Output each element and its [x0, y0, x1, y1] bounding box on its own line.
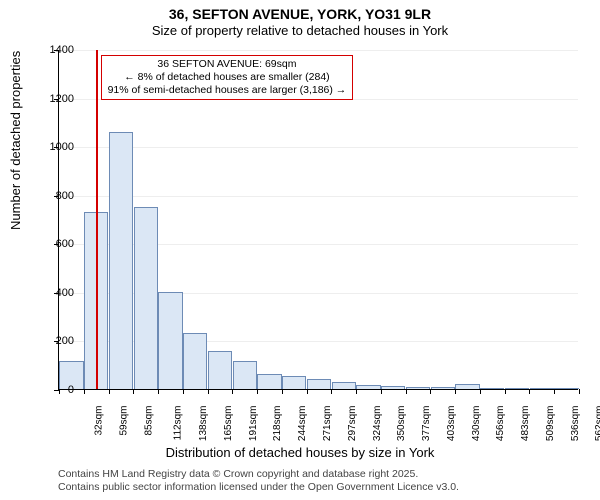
x-tick-mark	[331, 389, 332, 394]
plot-area: 36 SEFTON AVENUE: 69sqm← 8% of detached …	[58, 50, 578, 390]
x-tick-label: 324sqm	[372, 406, 383, 442]
histogram-bar	[183, 333, 207, 389]
x-tick-label: 509sqm	[545, 406, 556, 442]
histogram-bar	[356, 385, 380, 389]
x-tick-label: 350sqm	[396, 406, 407, 442]
histogram-bar	[109, 132, 133, 389]
x-tick-mark	[232, 389, 233, 394]
x-tick-label: 536sqm	[570, 406, 581, 442]
y-tick-label: 1200	[34, 93, 74, 105]
x-tick-mark	[257, 389, 258, 394]
histogram-bar	[554, 388, 578, 389]
histogram-bar	[332, 382, 356, 389]
x-tick-mark	[307, 389, 308, 394]
gridline	[59, 147, 578, 148]
x-tick-mark	[158, 389, 159, 394]
x-tick-mark	[133, 389, 134, 394]
gridline	[59, 50, 578, 51]
x-tick-label: 112sqm	[173, 406, 184, 441]
x-tick-label: 430sqm	[471, 406, 482, 442]
chart-container: 36, SEFTON AVENUE, YORK, YO31 9LR Size o…	[0, 0, 600, 500]
x-tick-label: 297sqm	[347, 406, 358, 442]
y-tick-label: 1000	[34, 141, 74, 153]
histogram-bar	[431, 387, 455, 389]
footer-line-1: Contains HM Land Registry data © Crown c…	[58, 468, 459, 481]
x-tick-label: 59sqm	[118, 406, 129, 436]
histogram-bar	[505, 388, 529, 389]
footer-text: Contains HM Land Registry data © Crown c…	[58, 468, 459, 494]
chart-title: 36, SEFTON AVENUE, YORK, YO31 9LR	[0, 0, 600, 23]
x-tick-label: 271sqm	[322, 406, 333, 442]
annotation-line: 36 SEFTON AVENUE: 69sqm	[108, 58, 347, 71]
y-tick-label: 600	[34, 238, 74, 250]
histogram-bar	[257, 374, 281, 389]
x-tick-mark	[282, 389, 283, 394]
y-tick-label: 400	[34, 287, 74, 299]
x-axis-label: Distribution of detached houses by size …	[0, 445, 600, 460]
annotation-line: 91% of semi-detached houses are larger (…	[108, 84, 347, 97]
x-tick-label: 562sqm	[594, 406, 600, 442]
x-tick-label: 165sqm	[223, 406, 234, 442]
x-tick-mark	[356, 389, 357, 394]
x-tick-mark	[406, 389, 407, 394]
x-tick-mark	[554, 389, 555, 394]
x-tick-mark	[579, 389, 580, 394]
histogram-bar	[158, 292, 182, 389]
x-tick-label: 191sqm	[248, 406, 259, 442]
histogram-bar	[307, 379, 331, 389]
marker-line	[96, 50, 98, 389]
x-tick-mark	[381, 389, 382, 394]
x-tick-label: 85sqm	[143, 406, 154, 436]
x-tick-label: 403sqm	[446, 406, 457, 442]
x-tick-label: 32sqm	[94, 406, 105, 436]
x-tick-mark	[529, 389, 530, 394]
histogram-bar	[282, 376, 306, 389]
x-tick-mark	[455, 389, 456, 394]
y-tick-label: 0	[34, 384, 74, 396]
x-tick-mark	[208, 389, 209, 394]
histogram-bar	[134, 207, 158, 389]
y-axis-label: Number of detached properties	[8, 51, 23, 230]
x-tick-label: 138sqm	[198, 406, 209, 442]
histogram-bar	[406, 387, 430, 389]
x-tick-label: 218sqm	[273, 406, 284, 442]
y-tick-label: 200	[34, 335, 74, 347]
x-tick-label: 377sqm	[421, 406, 432, 442]
footer-line-2: Contains public sector information licen…	[58, 481, 459, 494]
annotation-box: 36 SEFTON AVENUE: 69sqm← 8% of detached …	[101, 55, 354, 100]
y-tick-label: 1400	[34, 44, 74, 56]
x-tick-mark	[84, 389, 85, 394]
x-tick-mark	[183, 389, 184, 394]
histogram-bar	[455, 384, 479, 389]
histogram-bar	[381, 386, 405, 389]
x-tick-mark	[505, 389, 506, 394]
x-tick-label: 483sqm	[520, 406, 531, 442]
annotation-line: ← 8% of detached houses are smaller (284…	[108, 71, 347, 84]
x-tick-label: 456sqm	[495, 406, 506, 442]
x-tick-mark	[480, 389, 481, 394]
histogram-bar	[530, 388, 554, 389]
y-tick-label: 800	[34, 190, 74, 202]
x-tick-mark	[109, 389, 110, 394]
x-tick-mark	[430, 389, 431, 394]
chart-subtitle: Size of property relative to detached ho…	[0, 23, 600, 39]
histogram-bar	[233, 361, 257, 389]
gridline	[59, 196, 578, 197]
x-tick-label: 244sqm	[297, 406, 308, 442]
histogram-bar	[480, 388, 504, 389]
histogram-bar	[208, 351, 232, 389]
